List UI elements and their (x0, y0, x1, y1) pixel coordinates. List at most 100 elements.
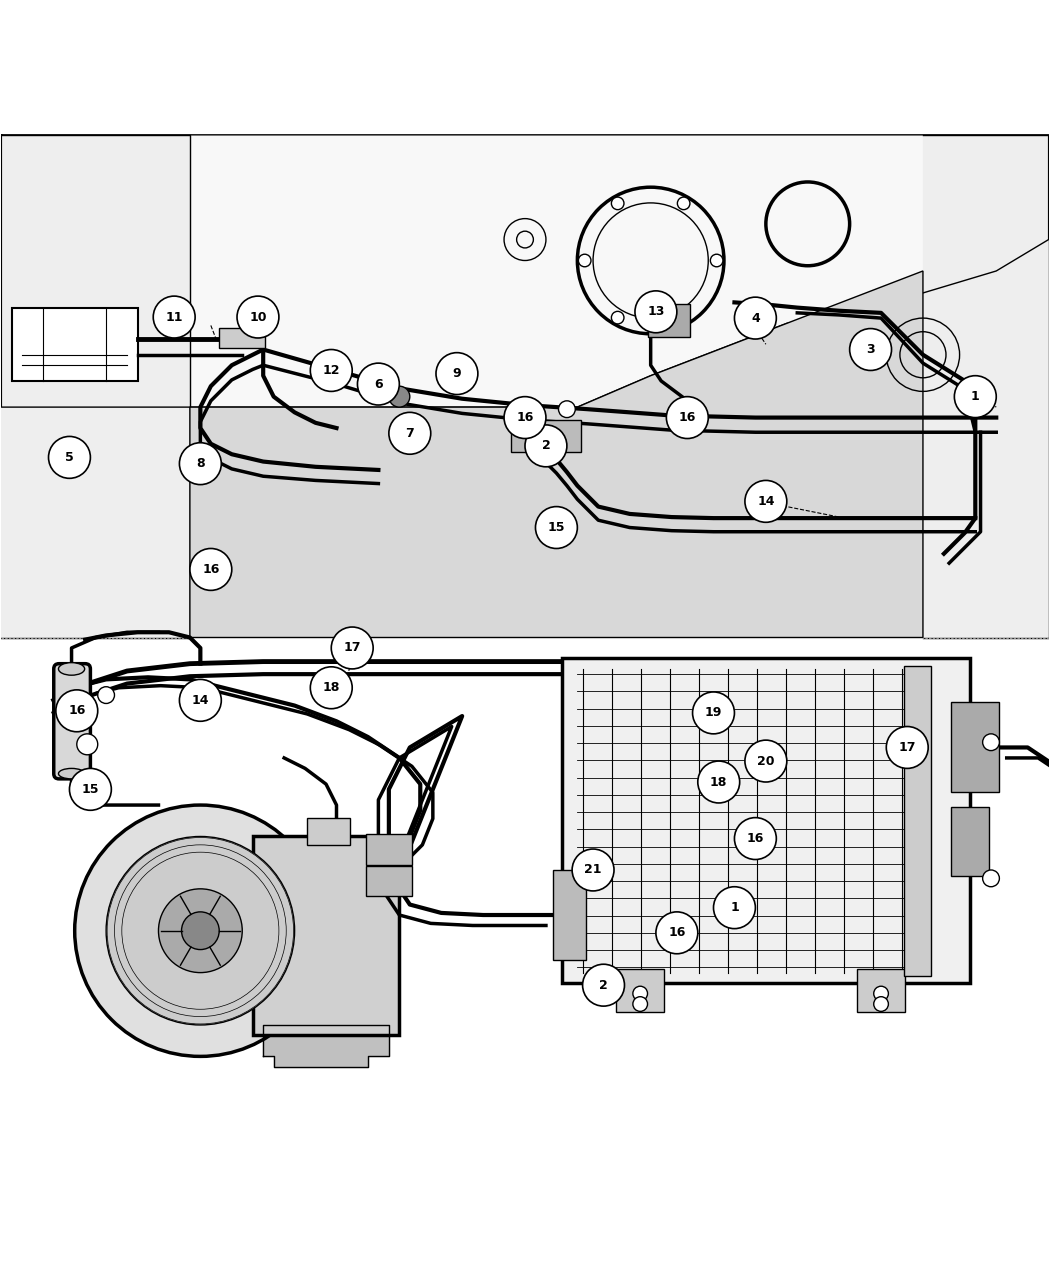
Text: 10: 10 (249, 311, 267, 324)
Text: 6: 6 (374, 377, 382, 390)
Circle shape (56, 690, 98, 732)
Circle shape (77, 734, 98, 755)
Circle shape (714, 886, 755, 928)
Text: 14: 14 (191, 694, 209, 706)
Circle shape (656, 912, 698, 954)
Circle shape (667, 397, 709, 439)
FancyBboxPatch shape (219, 328, 266, 348)
FancyBboxPatch shape (857, 969, 905, 1012)
Circle shape (311, 349, 352, 391)
Text: 3: 3 (866, 343, 875, 356)
Text: 13: 13 (647, 305, 665, 319)
Circle shape (536, 506, 578, 548)
Circle shape (436, 353, 478, 394)
Circle shape (69, 769, 111, 811)
Circle shape (677, 198, 690, 209)
Circle shape (633, 987, 648, 1001)
Circle shape (180, 680, 222, 722)
Circle shape (611, 311, 624, 324)
Circle shape (388, 386, 410, 407)
Polygon shape (1, 135, 1049, 407)
Polygon shape (190, 272, 923, 638)
Ellipse shape (59, 769, 85, 779)
Circle shape (579, 254, 591, 266)
FancyBboxPatch shape (253, 836, 399, 1035)
Text: 2: 2 (542, 440, 550, 453)
Circle shape (583, 964, 625, 1006)
Circle shape (572, 849, 614, 891)
FancyBboxPatch shape (616, 969, 665, 1012)
Circle shape (331, 627, 373, 669)
Circle shape (698, 761, 739, 803)
Text: 1: 1 (730, 901, 739, 914)
FancyBboxPatch shape (904, 666, 931, 975)
Circle shape (98, 687, 114, 704)
Circle shape (559, 400, 575, 418)
Text: 16: 16 (68, 704, 85, 718)
Circle shape (874, 997, 888, 1011)
Text: 15: 15 (82, 783, 99, 796)
Circle shape (734, 817, 776, 859)
Ellipse shape (444, 366, 470, 381)
Circle shape (611, 198, 624, 209)
FancyBboxPatch shape (511, 419, 581, 453)
Circle shape (357, 363, 399, 405)
Circle shape (886, 727, 928, 769)
Circle shape (711, 254, 723, 266)
Circle shape (48, 436, 90, 478)
Text: 2: 2 (600, 979, 608, 992)
Circle shape (744, 740, 786, 782)
Circle shape (954, 376, 996, 418)
FancyBboxPatch shape (308, 817, 350, 845)
Circle shape (677, 311, 690, 324)
Circle shape (504, 397, 546, 439)
Circle shape (388, 412, 430, 454)
Text: 20: 20 (757, 755, 775, 768)
Circle shape (693, 692, 734, 734)
Circle shape (635, 291, 677, 333)
Circle shape (849, 329, 891, 371)
Circle shape (106, 836, 295, 1025)
Circle shape (180, 442, 222, 484)
Circle shape (874, 987, 888, 1001)
Text: 16: 16 (678, 411, 696, 425)
FancyBboxPatch shape (365, 834, 412, 864)
Ellipse shape (59, 663, 85, 676)
Circle shape (153, 296, 195, 338)
Circle shape (633, 997, 648, 1011)
Circle shape (182, 912, 219, 950)
Circle shape (734, 297, 776, 339)
Text: 16: 16 (747, 833, 764, 845)
Circle shape (311, 667, 352, 709)
Circle shape (744, 481, 786, 523)
Text: 16: 16 (668, 927, 686, 940)
Text: 18: 18 (322, 681, 340, 695)
Text: 4: 4 (751, 311, 760, 325)
Circle shape (75, 805, 327, 1057)
FancyBboxPatch shape (12, 307, 138, 381)
Text: 5: 5 (65, 451, 74, 464)
Text: 21: 21 (584, 863, 602, 876)
Circle shape (159, 889, 243, 973)
Text: 16: 16 (517, 411, 533, 425)
FancyBboxPatch shape (951, 703, 1000, 793)
FancyBboxPatch shape (365, 866, 412, 896)
Text: 17: 17 (899, 741, 916, 754)
Text: 11: 11 (166, 311, 183, 324)
Text: 19: 19 (705, 706, 722, 719)
FancyBboxPatch shape (54, 664, 90, 779)
Text: 17: 17 (343, 641, 361, 654)
Text: 1: 1 (971, 390, 980, 403)
Text: 7: 7 (405, 427, 414, 440)
Text: 12: 12 (322, 363, 340, 377)
Circle shape (525, 425, 567, 467)
Text: 16: 16 (203, 564, 219, 576)
FancyBboxPatch shape (553, 870, 586, 960)
FancyBboxPatch shape (648, 305, 691, 337)
FancyBboxPatch shape (562, 658, 970, 983)
FancyBboxPatch shape (951, 807, 989, 876)
Circle shape (237, 296, 279, 338)
Text: 9: 9 (453, 367, 461, 380)
Circle shape (983, 734, 1000, 751)
Polygon shape (264, 1025, 388, 1067)
